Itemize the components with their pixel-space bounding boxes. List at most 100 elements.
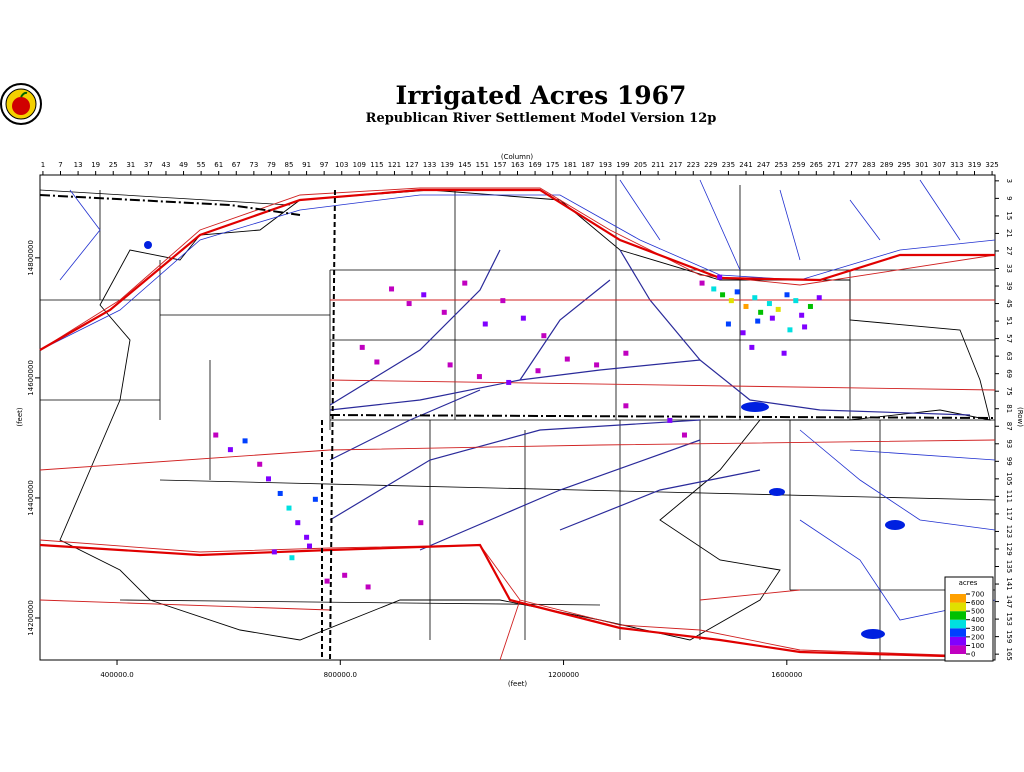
column-tick-label: 223 — [687, 161, 700, 169]
irrigated-cell — [441, 309, 447, 315]
irrigated-cell — [421, 292, 427, 298]
row-tick-label: 75 — [1005, 387, 1013, 396]
row-tick-label: 87 — [1005, 422, 1013, 431]
irrigated-cell — [717, 274, 723, 280]
column-tick-label: 49 — [179, 161, 188, 169]
irrigated-cell — [227, 447, 233, 453]
row-tick-label: 123 — [1005, 525, 1013, 538]
irrigated-cell — [312, 496, 318, 502]
subtitle: Republican River Settlement Model Versio… — [366, 111, 717, 126]
column-tick-label: 235 — [722, 161, 735, 169]
irrigated-cell — [365, 584, 371, 590]
row-tick-label: 9 — [1005, 196, 1013, 200]
column-tick-label: 31 — [126, 161, 135, 169]
irrigated-cell — [816, 295, 822, 301]
irrigated-cell — [342, 572, 348, 578]
legend-swatch — [950, 645, 966, 654]
irrigated-cell — [304, 534, 310, 540]
irrigated-cell — [286, 505, 292, 511]
column-tick-label: 85 — [285, 161, 294, 169]
column-tick-label: 289 — [880, 161, 893, 169]
column-tick-label: 253 — [774, 161, 787, 169]
irrigated-cell — [289, 555, 295, 561]
row-tick-label: 57 — [1005, 334, 1013, 343]
column-tick-label: 325 — [985, 161, 998, 169]
irrigated-cell — [277, 490, 283, 496]
row-tick-label: 105 — [1005, 472, 1013, 485]
irrigated-cell — [784, 292, 790, 298]
irrigated-cell — [681, 432, 687, 438]
legend-swatch — [950, 602, 966, 612]
irrigated-cell — [799, 312, 805, 318]
irrigated-cell — [462, 280, 468, 286]
legend-tick-label: 500 — [971, 608, 984, 616]
irrigated-cell — [749, 344, 755, 350]
legend-swatch — [950, 628, 966, 637]
column-tick-label: 307 — [933, 161, 946, 169]
column-tick-label: 157 — [493, 161, 506, 169]
row-tick-label: 165 — [1005, 647, 1013, 660]
irrigated-cell — [758, 309, 764, 315]
column-tick-label: 271 — [827, 161, 840, 169]
x-axis-label: (feet) — [508, 680, 528, 688]
y-axis-label: (feet) — [16, 407, 24, 427]
irrigated-cell — [740, 330, 746, 336]
column-axis-label: (Column) — [501, 153, 534, 161]
irrigated-cell — [359, 344, 365, 350]
row-tick-label: 141 — [1005, 577, 1013, 590]
row-tick-label: 39 — [1005, 282, 1013, 291]
irrigated-cell — [623, 403, 629, 409]
y-tick-label: 14200000 — [27, 600, 35, 636]
irrigated-cell — [506, 379, 512, 385]
row-tick-label: 51 — [1005, 317, 1013, 326]
rivers — [39, 179, 996, 621]
column-tick-label: 205 — [634, 161, 647, 169]
irrigated-cell — [307, 543, 313, 549]
irrigated-cell — [213, 432, 219, 438]
column-tick-label: 127 — [405, 161, 418, 169]
row-tick-label: 63 — [1005, 352, 1013, 361]
row-tick-label: 27 — [1005, 247, 1013, 256]
column-tick-label: 103 — [335, 161, 348, 169]
irrigated-cell — [725, 321, 731, 327]
column-tick-label: 151 — [476, 161, 489, 169]
irrigated-cell — [594, 362, 600, 368]
column-tick-label: 55 — [197, 161, 206, 169]
column-tick-label: 67 — [232, 161, 241, 169]
column-tick-label: 1 — [41, 161, 45, 169]
x-tick-label: 1200000 — [548, 671, 579, 679]
column-tick-label: 25 — [109, 161, 118, 169]
column-tick-label: 37 — [144, 161, 153, 169]
row-axis-label: (Row) — [1016, 407, 1024, 427]
x-tick-label: 800000.0 — [324, 671, 357, 679]
row-tick-label: 111 — [1005, 490, 1013, 503]
irrigated-cell — [667, 417, 673, 423]
irrigated-cell — [257, 461, 263, 467]
irrigated-cell — [807, 303, 813, 309]
column-tick-label: 43 — [162, 161, 171, 169]
column-tick-label: 109 — [353, 161, 366, 169]
irrigated-cell — [743, 303, 749, 309]
y-tick-label: 14800000 — [27, 240, 35, 276]
column-tick-label: 7 — [58, 161, 62, 169]
column-tick-label: 211 — [651, 161, 664, 169]
column-tick-label: 277 — [845, 161, 858, 169]
column-tick-label: 61 — [214, 161, 223, 169]
irrigated-cell — [564, 356, 570, 362]
irrigated-cell — [752, 295, 758, 301]
title: Irrigated Acres 1967 — [396, 81, 687, 110]
reservoirs — [144, 241, 905, 639]
irrigated-cell — [766, 301, 772, 307]
column-tick-label: 133 — [423, 161, 436, 169]
column-tick-label: 19 — [91, 161, 100, 169]
row-tick-label: 129 — [1005, 542, 1013, 555]
column-tick-label: 163 — [511, 161, 524, 169]
irrigated-cell — [265, 476, 271, 482]
legend-swatch — [950, 636, 966, 646]
legend-title: acres — [959, 579, 978, 587]
irrigated-cell — [720, 292, 726, 298]
column-tick-label: 169 — [528, 161, 541, 169]
column-tick-label: 199 — [616, 161, 629, 169]
